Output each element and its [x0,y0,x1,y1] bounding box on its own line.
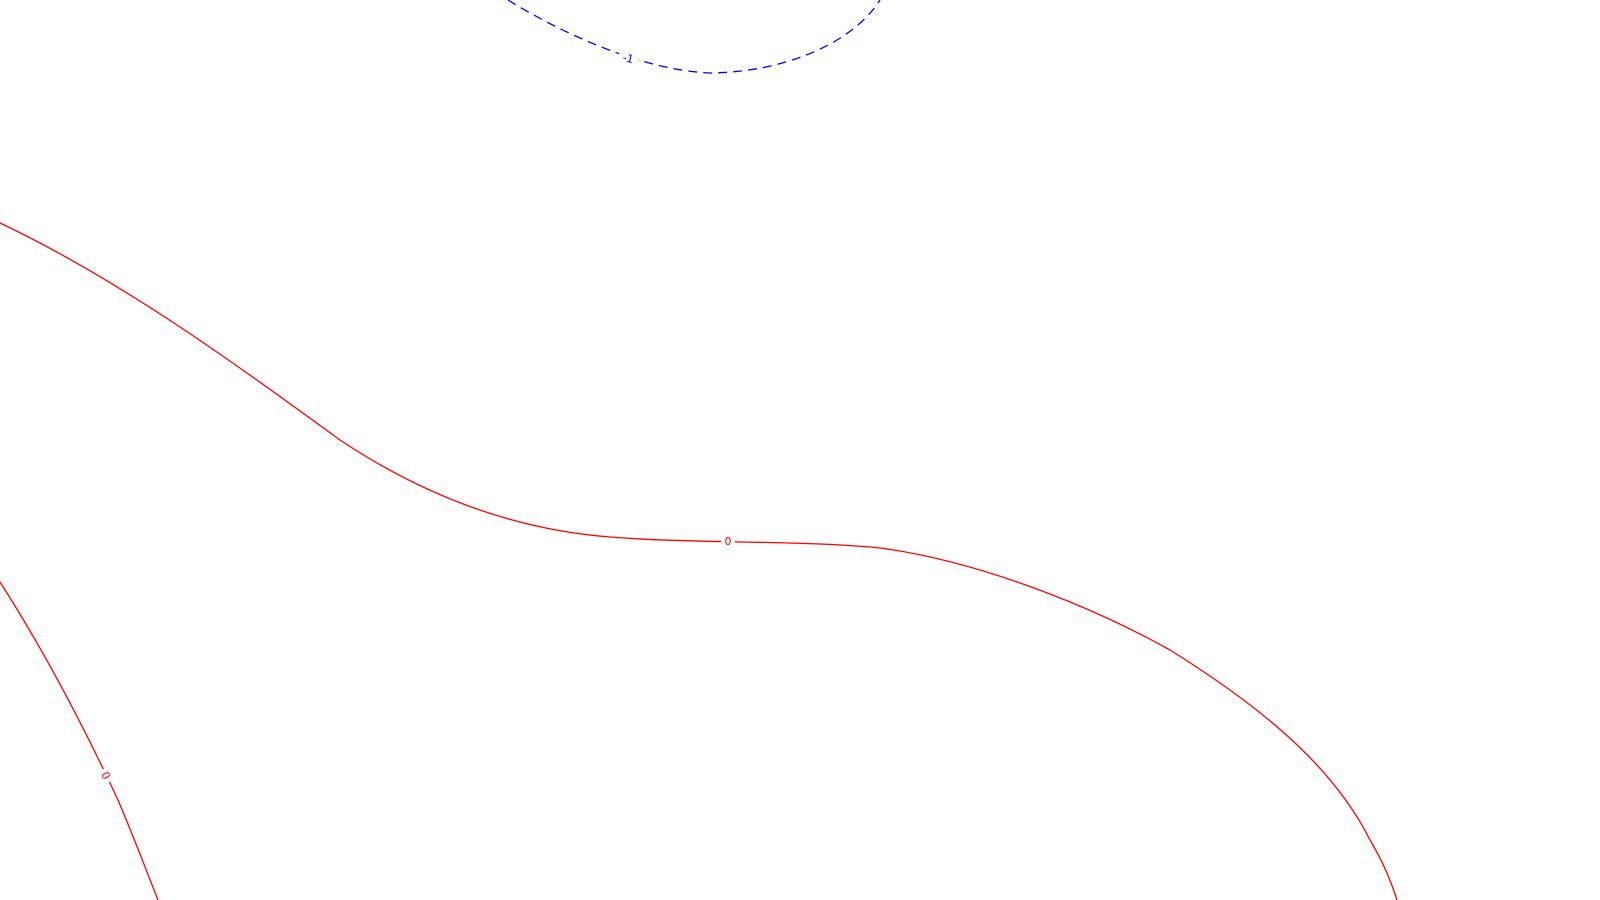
contour-label-zero: 0 [98,770,113,782]
contour-layer: -100 [0,0,1398,900]
contour-label-zero: 0 [725,535,732,548]
contour-line-minus-1-group: -1 [507,0,881,74]
contour-label-minus-1: -1 [621,51,635,66]
contour-line-minus-1 [507,0,881,74]
contour-line-zero [0,581,159,900]
contour-label-zero-group: 0 [721,535,735,549]
contour-label-zero-group: 0 [95,766,115,786]
contour-label-background [616,49,640,69]
contour-label-background [721,535,735,549]
contour-line-zero [0,222,1398,900]
contour-line-zero-group: 00 [0,222,1398,900]
contour-label-background [95,766,115,786]
contour-label-minus-1-group: -1 [616,49,640,69]
